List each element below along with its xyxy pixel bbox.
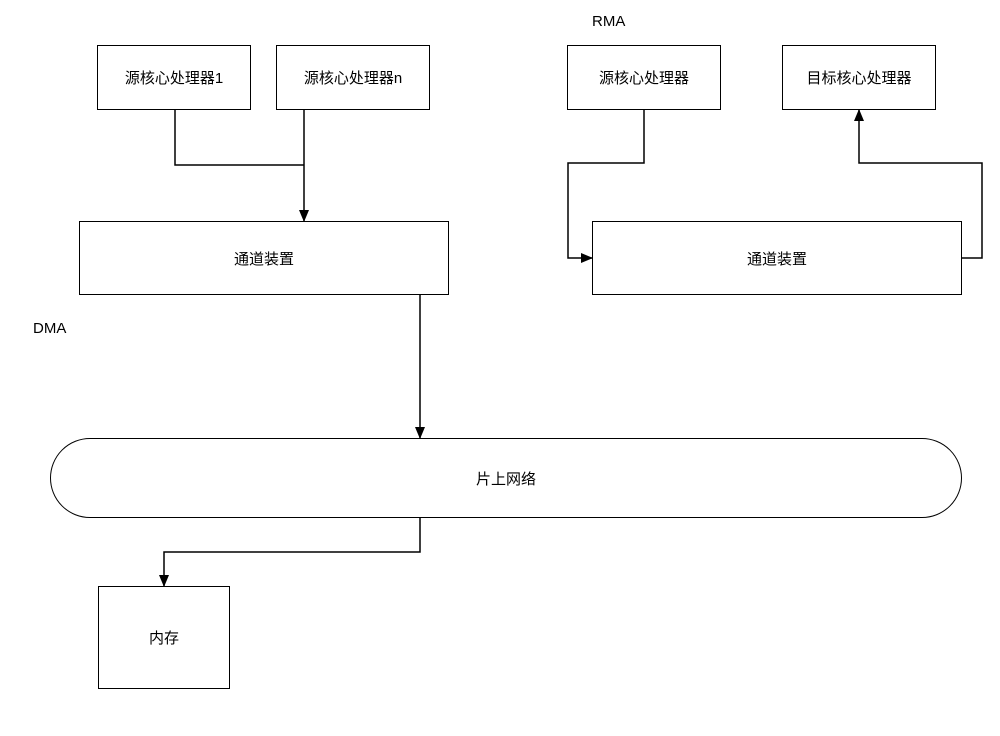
channel-left-text: 通道装置	[234, 248, 294, 269]
channel-left-box: 通道装置	[79, 221, 449, 295]
noc-text: 片上网络	[476, 468, 536, 489]
channel-right-box: 通道装置	[592, 221, 962, 295]
dma-label: DMA	[33, 320, 66, 337]
rma-label: RMA	[592, 13, 625, 30]
channel-right-text: 通道装置	[747, 248, 807, 269]
memory-box: 内存	[98, 586, 230, 689]
source-processor-n-text: 源核心处理器n	[304, 67, 402, 88]
source-processor-n-box: 源核心处理器n	[276, 45, 430, 110]
target-processor-box: 目标核心处理器	[782, 45, 936, 110]
source-processor-r-text: 源核心处理器	[599, 67, 689, 88]
target-processor-text: 目标核心处理器	[806, 67, 911, 88]
source-processor-1-text: 源核心处理器1	[125, 67, 223, 88]
source-processor-r-box: 源核心处理器	[567, 45, 721, 110]
src1-to-merge	[175, 110, 304, 165]
source-processor-1-box: 源核心处理器1	[97, 45, 251, 110]
noc-box: 片上网络	[50, 438, 962, 518]
memory-text: 内存	[149, 627, 179, 648]
noc-to-memory	[164, 518, 420, 586]
